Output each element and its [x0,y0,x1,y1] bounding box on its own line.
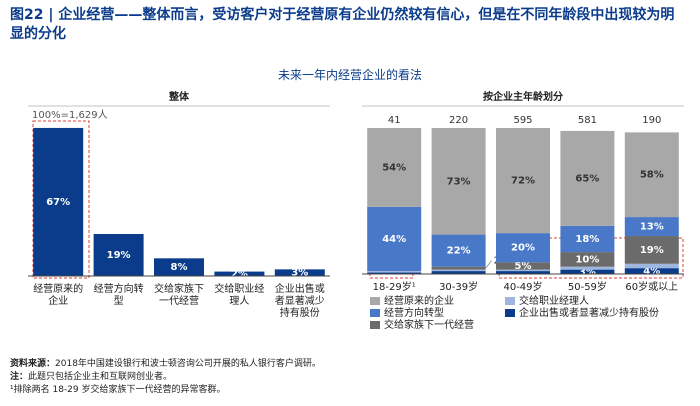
value-label: 18% [575,234,599,245]
x-tick-label: 企业出售或者显著减少持有股份 [274,284,325,319]
bar-segment [496,271,550,274]
legend-label: 交给家族下一代经营 [384,318,474,331]
bar-segment [496,128,550,234]
x-tick-label: 交给职业经理人 [214,284,265,307]
x-tick-label: 40-49岁 [503,280,542,293]
bar-segment [496,269,550,272]
value-label: 19% [640,245,664,256]
value-label: 22% [447,246,471,257]
bar-segment [367,128,422,207]
value-label: 73% [447,176,471,187]
legend-swatch [505,297,515,305]
bar-segment [431,128,486,235]
panel-title: 按企业主年龄划分 [483,90,563,103]
x-tick-label: 50-59岁 [568,280,607,293]
subtitle: 未来一年内经营企业的看法 [277,68,422,82]
bar [33,127,84,277]
bar-segment [560,266,615,270]
value-label: 44% [382,234,406,245]
value-label: 72% [511,176,535,187]
value-label: 3% [291,268,308,279]
value-label: 2% [231,269,248,280]
total-label: 581 [578,115,597,126]
note-text: 此题只包括企业主和互联网创业者。 [28,372,173,382]
bar-segment [560,269,615,274]
bar [274,269,325,276]
value-label: 65% [575,173,599,184]
bar-segment [496,262,550,270]
value-label: 5% [515,261,532,272]
source-text: 2018年中国建设银行和波士顿咨询公司开展的私人银行客户调研。 [55,359,321,369]
total-label: 41 [388,115,401,126]
bar-segment [496,233,550,263]
bar [154,258,204,276]
bar-segment [367,272,422,274]
value-label: 8% [171,262,188,273]
total-label: 595 [513,115,532,126]
bar-segment [431,266,486,270]
x-tick-label: 经营方向转型 [93,284,144,307]
title: 图22 | 企业经营——整体而言，受访客户对于经营原有企业仍然较有信心，但是在不… [10,7,675,42]
legend-swatch [505,309,515,317]
bar-segment [367,206,422,272]
value-label: 4% [643,266,660,277]
source-label: 资料来源： [10,359,56,369]
legend-label: 经营原来的企业 [384,294,454,307]
legend-label: 经营方向转型 [384,306,444,319]
value-label: 10% [575,254,599,265]
x-tick-label: 经营原来的企业 [33,284,84,307]
bar-segment [624,236,679,264]
bar-segment [431,271,486,274]
bar-segment [560,252,615,267]
footnote: ¹排除两名 18-29 岁交给家族下一代经营的异常客群。 [10,385,226,395]
bar-segment [624,268,679,274]
value-label: 54% [382,162,406,173]
legend-swatch [370,309,380,317]
bar-segment [624,263,679,269]
bar-segment [560,225,615,253]
bar-segment [624,217,679,237]
x-tick-label: 30-39岁 [439,280,478,293]
legend-swatch [370,297,380,305]
panel-title: 整体 [168,90,190,103]
bar-segment [367,271,422,273]
note: 注：此题只包括企业主和互联网创业者。 [10,369,172,382]
value-label: 19% [107,250,131,261]
leader-line [485,260,492,269]
highlight-box [32,120,90,279]
legend-swatch [370,321,380,329]
value-label: 67% [46,197,70,208]
bar-segment [560,130,615,226]
total-label: 190 [642,115,661,126]
bar-segment [624,132,679,218]
total-label: 220 [449,115,468,126]
bar [93,234,144,276]
value-label: 20% [511,243,535,254]
annotation: 100%=1,629人 [32,109,108,121]
value-label: 13% [640,222,664,233]
bar-segment [431,234,486,267]
bar [214,271,265,276]
legend-label: 交给职业经理人 [519,294,589,307]
bar-segment [431,269,486,272]
x-tick-label: 60岁或以上 [625,280,678,293]
source: 资料来源：2018年中国建设银行和波士顿咨询公司开展的私人银行客户调研。 [10,356,321,369]
value-label: 3% [579,267,596,278]
value-label: 58% [640,170,664,181]
x-tick-label: 交给家族下一代经营 [154,284,204,307]
legend-label: 企业出售或者显著减少持有股份 [519,306,659,319]
x-tick-label: 18-29岁¹ [373,280,416,293]
note-label: 注： [10,372,29,382]
